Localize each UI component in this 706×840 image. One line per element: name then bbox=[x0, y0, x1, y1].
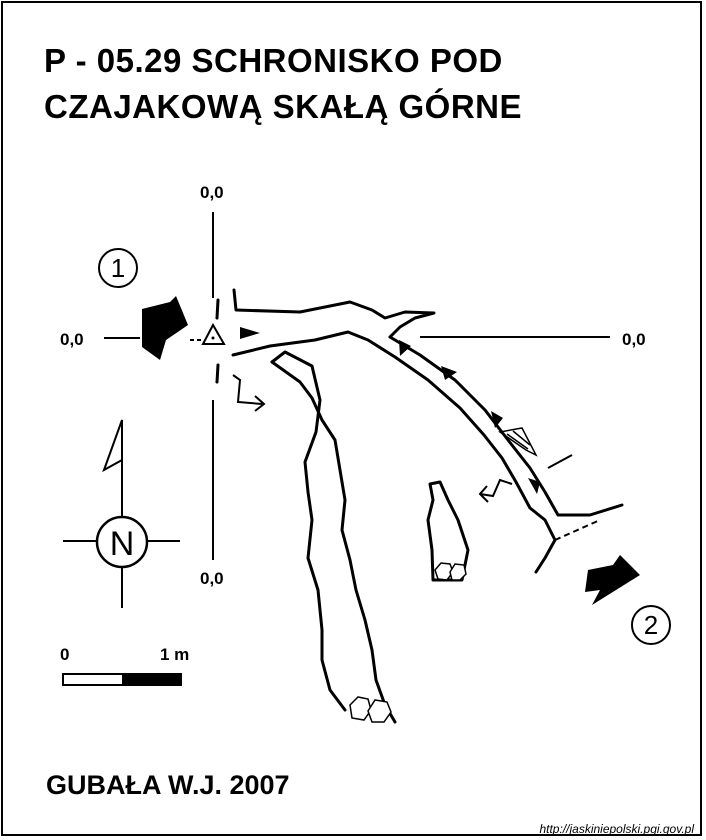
rock-block-icon bbox=[349, 562, 467, 723]
cave-walls bbox=[215, 288, 624, 724]
arrow-corner-right bbox=[478, 478, 513, 503]
scale-bar-filled-segment bbox=[122, 674, 181, 685]
author-credit: GUBAŁA W.J. 2007 bbox=[46, 770, 290, 800]
source-url: http://jaskiniepolski.pgi.gov.pl bbox=[539, 822, 694, 836]
wall-side-passage-right bbox=[270, 360, 397, 724]
entrance-1-number: 1 bbox=[111, 253, 125, 283]
datum-label-left: 0,0 bbox=[60, 330, 84, 349]
slope-triangle bbox=[528, 478, 540, 494]
scale-bar: 0 1 m bbox=[60, 645, 189, 686]
wall-side-passage-left bbox=[270, 350, 347, 712]
wall-niche bbox=[426, 480, 470, 582]
slope-triangle bbox=[240, 327, 260, 339]
datum-label-top: 0,0 bbox=[200, 183, 224, 202]
talus-symbol bbox=[498, 427, 538, 457]
entrance-1-marker: 1 bbox=[98, 248, 188, 360]
wall-entrance-edge bbox=[215, 298, 220, 384]
entrance-2-arrow-icon bbox=[585, 555, 640, 605]
entrance-1-arrow-icon bbox=[142, 296, 188, 360]
arrow-corner-left bbox=[232, 374, 266, 412]
entrance-2-circle bbox=[631, 605, 671, 645]
wall-upper-gallery bbox=[388, 335, 624, 517]
slope-triangle bbox=[491, 411, 503, 428]
slope-triangle bbox=[441, 366, 457, 380]
north-letter: N bbox=[110, 525, 135, 563]
dripline-entrance-2 bbox=[554, 519, 601, 541]
profile-tick bbox=[547, 454, 573, 469]
entrance-1-circle bbox=[98, 248, 138, 288]
passage-arrows bbox=[232, 374, 513, 503]
triangle-datum-icon bbox=[201, 322, 226, 345]
scale-label-zero: 0 bbox=[60, 645, 69, 664]
north-arrow-icon: N bbox=[63, 419, 180, 608]
entrance-2-number: 2 bbox=[644, 610, 658, 640]
map-title-line-2: CZAJAKOWĄ SKAŁĄ GÓRNE bbox=[44, 88, 522, 125]
entrance-2-marker: 2 bbox=[585, 555, 671, 645]
slope-triangle bbox=[399, 340, 411, 356]
datum-label-bottom: 0,0 bbox=[200, 569, 224, 588]
wall-upper bbox=[232, 288, 436, 339]
map-title-line-1: P - 05.29 SCHRONISKO POD bbox=[44, 42, 503, 79]
scale-label-end: 1 m bbox=[160, 645, 189, 664]
slope-markers bbox=[240, 327, 540, 494]
wall-lower-gallery bbox=[231, 330, 557, 574]
datum-label-right: 0,0 bbox=[622, 330, 646, 349]
